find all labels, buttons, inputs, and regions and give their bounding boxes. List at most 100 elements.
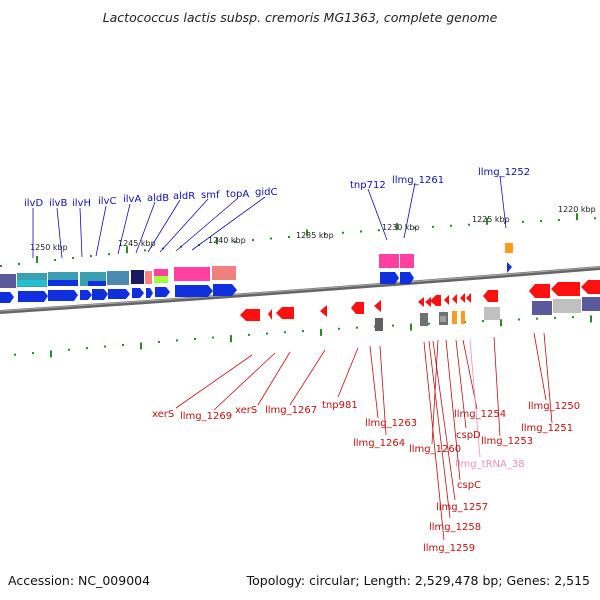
gene-label-llmg_1252[interactable]: llmg_1252 [478,167,530,178]
tick-mark [216,237,218,245]
genome-backbone-highlight [0,266,600,312]
gene-arrow-aldR[interactable] [146,288,153,298]
gene-arrow-topA[interactable] [175,285,213,297]
gene-label-cspD[interactable]: cspD [456,430,481,441]
gene-arrow[interactable] [0,292,14,303]
tick-mark [324,233,326,236]
gene-label-xerS[interactable]: xerS [152,409,174,420]
tick-mark [230,335,232,343]
gene-label-tnp981[interactable]: tnp981 [322,400,358,411]
gene-arrow-llmg_1250[interactable] [551,282,580,296]
gene-label-llmg_1263[interactable]: llmg_1263 [365,418,417,429]
tick-mark [356,326,358,329]
gene-label-llmg_1250[interactable]: llmg_1250 [528,401,580,412]
tick-mark [590,315,592,323]
gene-arrow-tnp712[interactable] [380,272,399,284]
gene-label-ilvD[interactable]: ilvD [24,198,43,209]
gene-arrow-llmg_1263[interactable] [374,300,381,312]
tick-mark [572,316,574,319]
gene-arrow-xerS[interactable] [240,309,260,321]
tick-mark [14,353,16,356]
gene-label-llmg_1254[interactable]: llmg_1254 [454,409,506,420]
gene-label-ilvC[interactable]: ilvC [98,196,116,207]
gene-arrow-edge[interactable] [581,280,600,294]
gene-label-ilvB[interactable]: ilvB [49,198,67,209]
tick-mark [234,240,236,243]
gene-arrow-llmg_1260[interactable] [418,297,424,307]
gene-label-aldB[interactable]: aldB [147,193,169,204]
accession-text: Accession: NC_009004 [8,573,151,588]
tick-mark [54,259,56,262]
gene-label-llmg_1264[interactable]: llmg_1264 [353,438,405,449]
gene-label-llmg_1261[interactable]: llmg_1261 [392,175,444,186]
gene-label-xerS-2[interactable]: xerS [235,405,257,416]
kbp-label-1220: 1220 kbp [558,205,596,214]
gene-arrow-llmg_1259[interactable] [425,297,431,307]
gene-arrow-llmg_1261[interactable] [400,272,414,284]
kbp-label-1240: 1240 kbp [208,236,246,245]
gene-label-ilvH[interactable]: ilvH [72,198,91,209]
gene-label-llmg_1253[interactable]: llmg_1253 [481,436,533,447]
gene-arrow-smf[interactable] [155,287,170,297]
tick-mark [140,342,142,350]
gene-arrow-cspC[interactable] [452,294,457,304]
gene-label-llmg_1259[interactable]: llmg_1259 [423,543,475,554]
tick-mark [360,230,362,233]
forward-cog-bands [0,243,513,288]
gene-arrow-llmg_1258[interactable] [430,295,441,306]
gene-label-ilvA[interactable]: ilvA [123,194,141,205]
gene-arrow-llmg_1252[interactable] [507,262,512,273]
gene-arrow-llmg_1253[interactable] [483,290,498,302]
gene-label-llmg_1257[interactable]: llmg_1257 [436,502,488,513]
gene-label-tnp712[interactable]: tnp712 [350,180,386,191]
tick-mark [302,330,304,333]
gene-arrow-cspD[interactable] [460,293,465,303]
tick-mark [414,226,416,229]
gene-arrow-xerS-2[interactable] [276,307,294,319]
gene-arrow-llmg_1251[interactable] [529,284,550,298]
gene-arrow-llmg_1257[interactable] [444,295,449,305]
gene-label-smf[interactable]: smf [201,190,220,201]
ticks-bottom [14,315,592,358]
gene-label-llmg_tRNA_38[interactable]: llmg_tRNA_38 [455,459,525,470]
gene-label-aldR[interactable]: aldR [173,191,195,202]
tick-mark [410,323,412,331]
gene-arrow-aldB[interactable] [132,288,144,298]
gene-arrow-gidC[interactable] [213,284,237,296]
gene-label-llmg_1251[interactable]: llmg_1251 [521,423,573,434]
gene-arrow-ilvA[interactable] [108,289,130,299]
gene-arrow-ilvH[interactable] [80,290,92,300]
tick-mark [104,345,106,348]
gene-label-gidC[interactable]: gidC [255,187,277,198]
tick-mark [122,344,124,347]
reverse-strand-genes [240,280,600,321]
gene-arrow-ilvB[interactable] [48,290,78,301]
gene-label-llmg_1267[interactable]: llmg_1267 [265,405,317,416]
gene-arrow-ilvC[interactable] [92,289,108,300]
gene-arrow-ilvD[interactable] [18,291,48,302]
genome-backbone [0,266,600,314]
gene-label-llmg_1269[interactable]: llmg_1269 [180,411,232,422]
tick-mark [50,350,52,358]
gene-arrow-llmg_1254[interactable] [466,293,471,303]
gene-label-llmg_1260[interactable]: llmg_1260 [409,444,461,455]
top-leader-lines [32,175,507,259]
tick-mark [536,317,538,320]
gene-arrow-tnp981[interactable] [351,302,364,314]
gene-label-llmg_1258[interactable]: llmg_1258 [429,522,481,533]
tick-mark [176,339,178,342]
kbp-label-1235: 1235 kbp [296,231,334,240]
gene-label-cspC[interactable]: cspC [457,480,481,491]
gene-label-topA[interactable]: topA [226,189,249,200]
tick-mark [252,239,254,242]
tick-mark [594,217,596,220]
gene-arrow-llmg_1267[interactable] [320,305,327,317]
tick-mark [32,352,34,355]
kbp-label-1225: 1225 kbp [472,215,510,224]
gene-arrow-llmg_1269[interactable] [268,309,272,320]
tick-mark [18,262,20,265]
tick-mark [36,255,38,263]
tick-mark [428,322,430,325]
tick-mark [270,237,272,240]
